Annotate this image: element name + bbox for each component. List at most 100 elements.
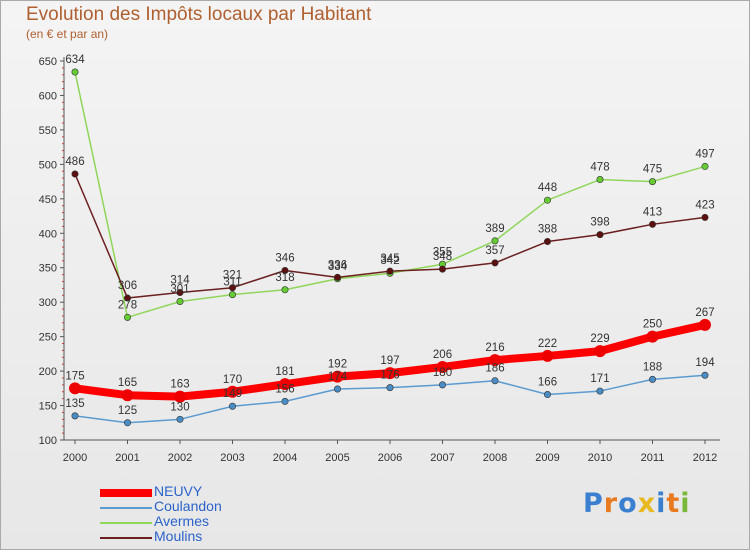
logo-letter: r: [603, 488, 619, 519]
y-tick-label: 250: [39, 332, 57, 344]
y-tick-label: 150: [39, 401, 57, 413]
data-point-avermes: [491, 237, 499, 245]
legend-label: Coulandon: [154, 498, 222, 514]
data-point-coulandon: [543, 391, 551, 399]
data-point-coulandon: [438, 381, 446, 389]
data-point-neuvy: [384, 367, 396, 380]
data-label-neuvy: 170: [223, 374, 242, 386]
data-label-neuvy: 222: [538, 338, 557, 350]
data-label-coulandon: 135: [65, 398, 84, 410]
logo-letter: i: [656, 488, 667, 519]
data-point-neuvy: [541, 349, 554, 362]
y-tick-label: 450: [39, 194, 57, 206]
data-point-avermes: [701, 162, 709, 170]
data-point-moulins: [491, 259, 499, 267]
data-label-moulins: 357: [485, 245, 504, 257]
data-label-neuvy: 216: [485, 342, 504, 354]
data-point-coulandon: [701, 371, 709, 379]
data-point-moulins: [701, 213, 709, 221]
data-point-neuvy: [699, 318, 711, 331]
data-label-neuvy: 181: [275, 366, 294, 378]
data-label-neuvy: 192: [328, 359, 347, 371]
data-point-neuvy: [279, 378, 291, 391]
data-label-coulandon: 186: [485, 363, 504, 375]
data-point-coulandon: [124, 419, 132, 427]
y-tick-label: 100: [39, 435, 57, 447]
data-label-moulins: 423: [695, 199, 714, 211]
x-tick-label: 2008: [483, 452, 507, 464]
data-point-neuvy: [69, 382, 81, 395]
data-label-avermes: 448: [538, 182, 557, 194]
data-label-coulandon: 180: [433, 367, 452, 379]
data-label-coulandon: 194: [695, 357, 715, 369]
data-point-neuvy: [646, 330, 659, 343]
data-label-moulins: 306: [118, 280, 137, 292]
x-tick-label: 2001: [115, 452, 139, 464]
data-point-coulandon: [71, 412, 79, 420]
y-tick-label: 650: [39, 56, 57, 68]
data-label-avermes: 318: [275, 272, 294, 284]
data-point-coulandon: [596, 387, 604, 395]
data-label-moulins: 398: [590, 217, 609, 229]
data-point-neuvy: [121, 389, 134, 402]
data-label-avermes: 278: [118, 299, 137, 311]
data-label-coulandon: 125: [118, 405, 137, 417]
data-point-avermes: [176, 297, 184, 305]
legend-swatch: [100, 522, 152, 524]
data-label-coulandon: 149: [223, 388, 242, 400]
legend-swatch: [100, 489, 152, 497]
data-label-avermes: 475: [643, 164, 662, 176]
data-label-coulandon: 174: [328, 371, 348, 383]
data-point-neuvy: [331, 370, 344, 383]
data-label-avermes: 301: [170, 283, 189, 295]
x-tick-label: 2006: [378, 452, 402, 464]
data-point-neuvy: [436, 360, 449, 373]
legend-label: Avermes: [154, 513, 209, 529]
data-label-coulandon: 156: [275, 383, 294, 395]
series-layer: [69, 68, 711, 427]
data-label-neuvy: 267: [695, 307, 714, 319]
data-label-avermes: 389: [485, 223, 504, 235]
y-tick-label: 600: [39, 90, 57, 102]
x-tick-label: 2010: [588, 452, 612, 464]
data-label-avermes: 311: [223, 277, 241, 289]
data-label-coulandon: 188: [643, 361, 662, 373]
logo-letter: o: [618, 488, 638, 519]
data-label-neuvy: 175: [65, 370, 84, 382]
logo-letter: t: [666, 488, 681, 519]
data-label-avermes: 478: [590, 162, 609, 174]
data-point-moulins: [438, 265, 446, 273]
data-point-coulandon: [176, 415, 184, 423]
data-point-avermes: [229, 291, 237, 299]
logo-letter: i: [680, 488, 691, 519]
data-labels: 634 278 301 311 318 334 342 355 389 448 478 475 497 4…: [65, 54, 715, 417]
data-point-moulins: [596, 231, 604, 239]
data-label-neuvy: 229: [590, 333, 609, 345]
data-label-moulins: 486: [65, 156, 84, 168]
data-label-avermes: 497: [695, 148, 714, 160]
x-tick-label: 2000: [63, 452, 87, 464]
x-tick-label: 2004: [273, 452, 297, 464]
y-tick-label: 500: [39, 159, 57, 171]
x-tick-label: 2003: [220, 452, 244, 464]
data-label-moulins: 321: [223, 270, 242, 282]
data-label-avermes: 634: [65, 54, 85, 66]
data-label-moulins: 345: [380, 253, 399, 265]
x-tick-label: 2007: [430, 452, 454, 464]
x-tick-label: 2012: [693, 452, 717, 464]
data-point-neuvy: [174, 390, 186, 403]
data-point-neuvy: [489, 354, 501, 367]
data-label-neuvy: 250: [643, 319, 662, 331]
data-point-neuvy: [226, 385, 239, 398]
data-point-avermes: [71, 68, 79, 76]
data-label-neuvy: 165: [118, 377, 137, 389]
data-point-coulandon: [333, 385, 341, 393]
y-tick-label: 550: [39, 125, 57, 137]
data-label-coulandon: 130: [170, 401, 189, 413]
data-point-moulins: [229, 284, 237, 292]
data-point-moulins: [71, 170, 79, 178]
logo-letter: x: [637, 488, 657, 519]
data-point-coulandon: [648, 375, 656, 383]
data-point-avermes: [648, 178, 656, 186]
